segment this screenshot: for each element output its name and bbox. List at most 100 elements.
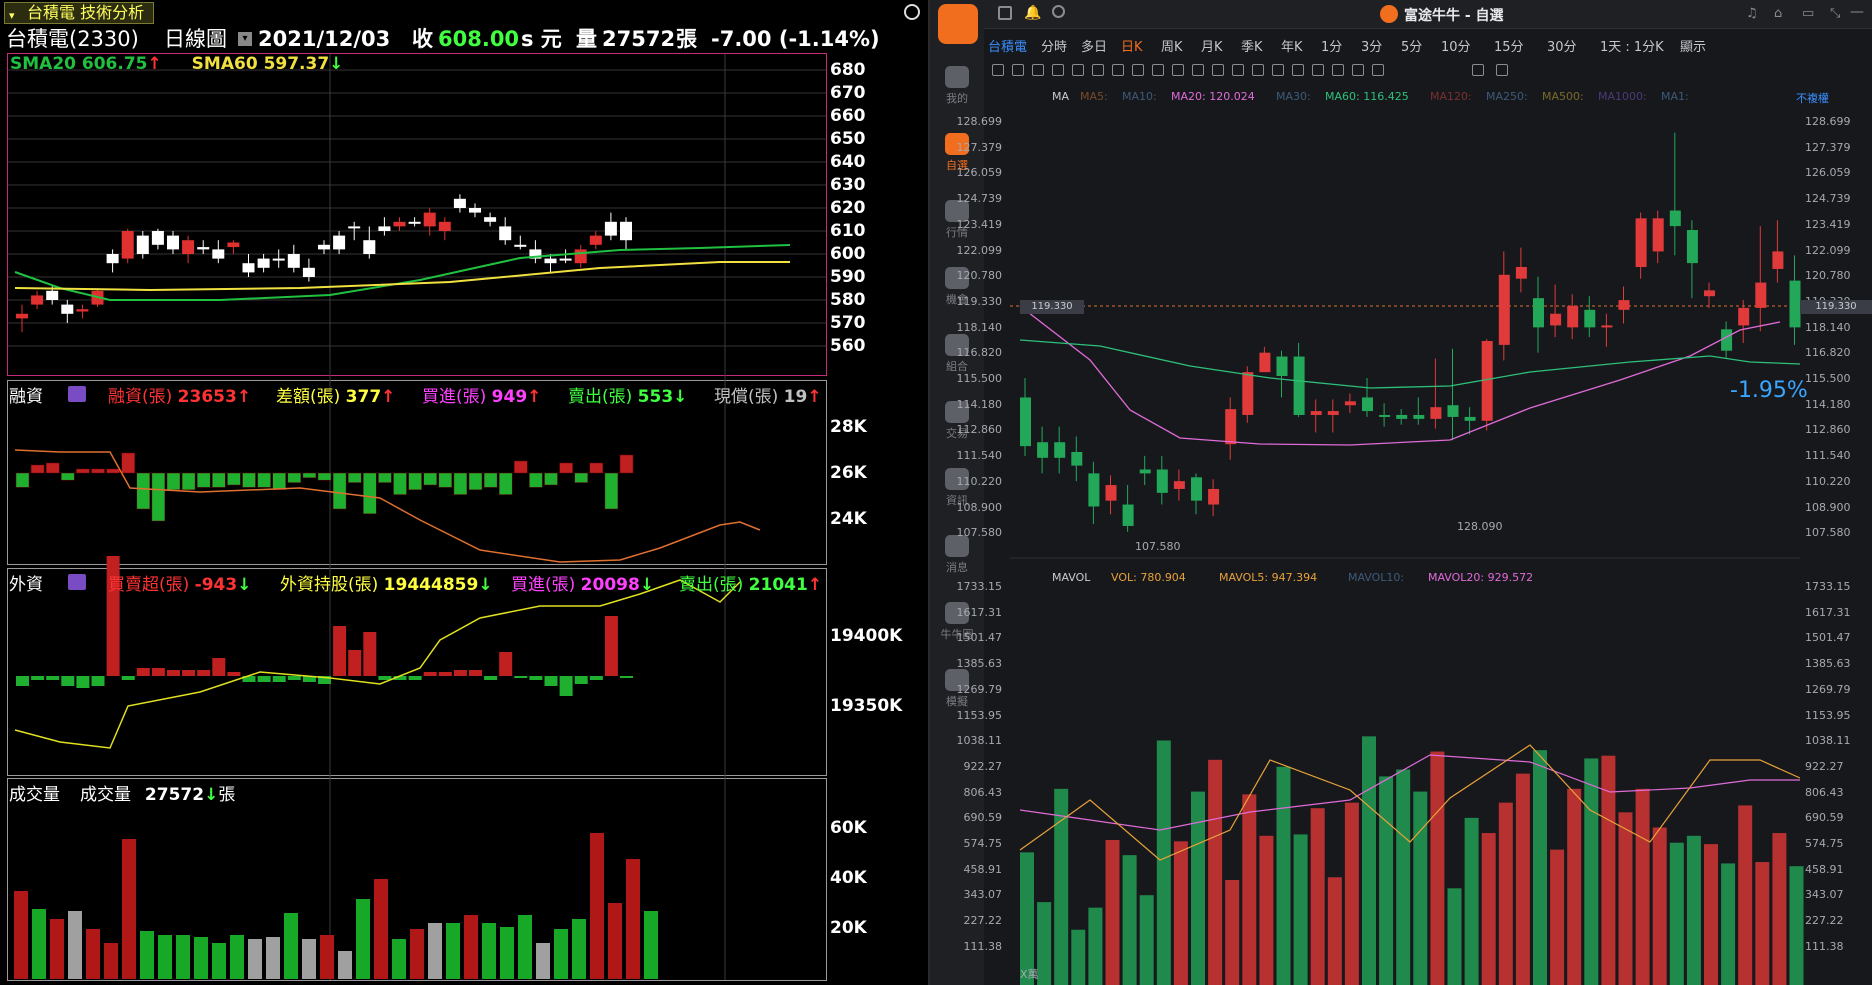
arrow-down-icon: ↓ <box>204 785 219 805</box>
sidebar: 我的自選行情機會組合交易資訊消息牛牛圈模擬 <box>930 0 984 985</box>
volume-bar <box>284 913 298 979</box>
vol-tick-left: 1153.95 <box>956 708 1003 722</box>
sidebar-item[interactable]: 模擬 <box>930 669 984 709</box>
period-tab[interactable]: 台積電 <box>988 40 1028 55</box>
toolbar-icon[interactable] <box>1012 64 1024 76</box>
search-icon[interactable] <box>904 4 920 20</box>
foreign-bar <box>61 676 75 686</box>
window-tab[interactable]: ▾ 台積電 技術分析 <box>4 2 154 24</box>
sidebar-item[interactable]: 組合 <box>930 334 984 374</box>
toolbar-icon[interactable] <box>1132 64 1144 76</box>
period-tab[interactable]: 日K <box>1121 40 1143 55</box>
toolbar-icon[interactable] <box>1292 64 1304 76</box>
toolbar-icon[interactable] <box>1092 64 1104 76</box>
volume-bar <box>1054 788 1069 985</box>
toolbar-icon[interactable] <box>1072 64 1084 76</box>
price-tick-right: 123.419 <box>1805 217 1851 231</box>
period-tab[interactable]: 季K <box>1241 40 1263 55</box>
volume-title: 成交量 <box>9 785 60 805</box>
sidebar-item[interactable]: 資訊 <box>930 468 984 508</box>
margin-bar <box>166 472 181 491</box>
toolbar-icon[interactable] <box>992 64 1004 76</box>
period-tab[interactable]: 1天 : 1分K <box>1600 40 1664 55</box>
shirt-icon[interactable]: ⌂ <box>1774 6 1783 21</box>
margin-bar <box>423 472 437 486</box>
list-icon[interactable] <box>68 574 86 590</box>
toolbar-icon[interactable] <box>1172 64 1184 76</box>
toolbar-icon[interactable] <box>1052 64 1064 76</box>
volume-bar <box>158 935 172 979</box>
foreign-bar <box>529 676 543 680</box>
bell-icon[interactable]: 🔔 <box>1024 5 1042 21</box>
headset-icon[interactable]: ♫ <box>1746 6 1758 21</box>
sidebar-item[interactable]: 我的 <box>930 66 984 106</box>
right-chart-canvas[interactable] <box>930 0 1872 985</box>
foreign-bar <box>393 676 407 680</box>
price-tick-right: 114.180 <box>1805 397 1851 411</box>
sidebar-item[interactable]: 行情 <box>930 200 984 240</box>
candle <box>1105 485 1117 501</box>
sidebar-item[interactable]: 交易 <box>930 401 984 441</box>
candle <box>1037 442 1049 458</box>
toolbar-icon[interactable] <box>1212 64 1224 76</box>
price-tick: 620 <box>830 198 866 218</box>
period-tab[interactable]: 多日 <box>1081 40 1108 55</box>
minimize-icon[interactable]: — <box>1850 4 1864 20</box>
volume-bar <box>14 891 28 979</box>
toolbar-icon[interactable] <box>1332 64 1344 76</box>
period-tab[interactable]: 15分 <box>1494 40 1524 55</box>
period-tab[interactable]: 30分 <box>1547 40 1577 55</box>
vol-tick-right: 690.59 <box>1805 811 1844 825</box>
sidebar-item[interactable]: 消息 <box>930 535 984 575</box>
toolbar-icon[interactable] <box>1272 64 1284 76</box>
volume-bar <box>626 859 640 979</box>
volume-bar <box>1139 895 1154 985</box>
price-tick-left: 123.419 <box>956 217 1003 231</box>
menu-icon[interactable] <box>998 6 1012 20</box>
volume-bar <box>410 929 424 979</box>
period-tab[interactable]: 顯示 <box>1680 40 1707 55</box>
chevron-down-icon[interactable]: ▾ <box>9 9 15 22</box>
period-tab[interactable]: 3分 <box>1361 40 1383 55</box>
toolbar-icon[interactable] <box>1032 64 1044 76</box>
pin-icon[interactable]: ⤡ <box>1830 6 1841 21</box>
volume-bar <box>1738 805 1753 985</box>
vol-tick-right: 1038.11 <box>1805 734 1851 748</box>
period-tab[interactable]: 5分 <box>1401 40 1423 55</box>
dropdown-icon[interactable]: ▾ <box>238 32 252 46</box>
sidebar-item[interactable]: 自選 <box>930 133 984 173</box>
toolbar-icon[interactable] <box>1252 64 1264 76</box>
toolbar-icon[interactable] <box>1192 64 1204 76</box>
vol-tick-right: 1269.79 <box>1805 682 1851 696</box>
period-tab[interactable]: 年K <box>1281 40 1303 55</box>
period-tab[interactable]: 分時 <box>1041 40 1068 55</box>
legend-value: -943 <box>194 575 238 595</box>
toolbar-icon[interactable] <box>1312 64 1324 76</box>
toolbar-icon[interactable] <box>1152 64 1164 76</box>
period-tab[interactable]: 周K <box>1161 40 1183 55</box>
foreign-pane[interactable] <box>7 568 827 776</box>
period-tab[interactable]: 1分 <box>1321 40 1343 55</box>
candle <box>318 244 330 250</box>
candle <box>1686 230 1698 264</box>
toolbar-icon[interactable] <box>1372 64 1384 76</box>
toolbar-icon[interactable] <box>1472 64 1484 76</box>
period-tab[interactable]: 10分 <box>1441 40 1471 55</box>
price-pane[interactable] <box>7 53 827 376</box>
app-logo[interactable] <box>938 4 978 44</box>
toolbar-icon[interactable] <box>1352 64 1364 76</box>
sidebar-item[interactable]: 牛牛圈 <box>930 602 984 642</box>
period-tab[interactable]: 月K <box>1201 40 1223 55</box>
toolbar-icon[interactable] <box>1232 64 1244 76</box>
margin-bar <box>91 468 105 474</box>
search-icon[interactable] <box>1052 5 1065 18</box>
sidebar-item[interactable]: 機會 <box>930 267 984 307</box>
volume-pane[interactable] <box>7 778 827 981</box>
toolbar-icon[interactable] <box>1112 64 1124 76</box>
toolbar-icon[interactable] <box>1496 64 1508 76</box>
layout-icon[interactable]: ▭ <box>1802 6 1815 21</box>
candle <box>16 313 28 319</box>
list-icon[interactable] <box>68 386 86 402</box>
margin-pane[interactable] <box>7 380 827 565</box>
futu-window: 我的 自選 行情 機會 組合 交易 資訊 消息 牛牛圈 模擬 🔔 富途牛牛 - 自選 ♫ ⌂ ▭ … <box>930 0 1872 985</box>
